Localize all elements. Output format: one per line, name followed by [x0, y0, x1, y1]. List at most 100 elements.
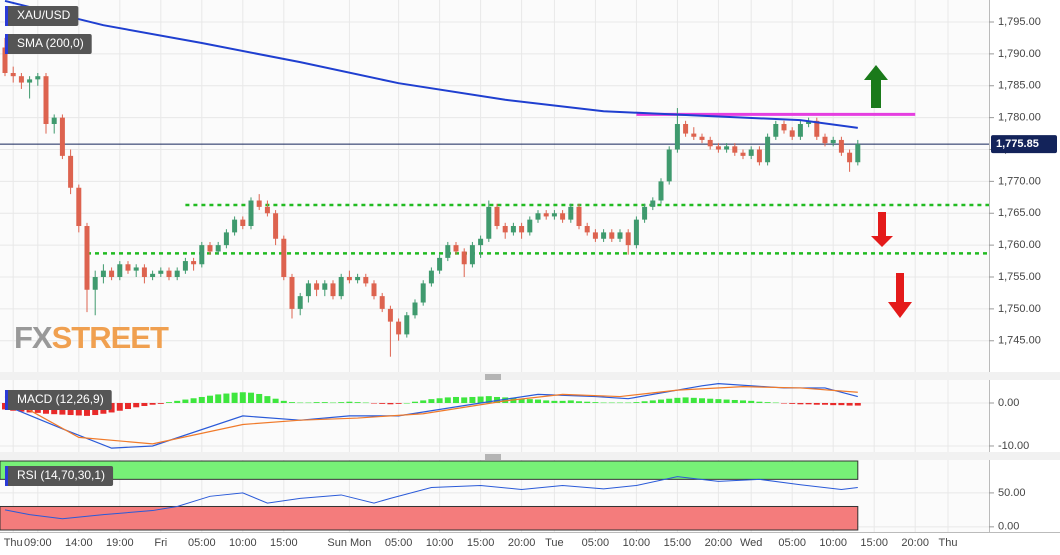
macd-histogram-bar: [403, 402, 410, 404]
macd-histogram-bar: [600, 402, 607, 404]
macd-histogram-bar: [608, 402, 615, 404]
macd-histogram-bar: [592, 402, 599, 403]
candle-body: [855, 144, 861, 163]
symbol-label-group: XAU/USD: [5, 6, 79, 26]
candle-body: [117, 264, 123, 278]
macd-histogram-bar: [436, 398, 443, 403]
macd-histogram-bar: [264, 396, 271, 403]
candle-body: [84, 226, 90, 290]
macd-histogram-bar: [125, 402, 131, 410]
candle-body: [125, 264, 131, 271]
x-tick-label: Thu: [939, 537, 958, 549]
sma-line: [4, 0, 858, 129]
candle-body: [35, 76, 41, 80]
candle-body: [92, 277, 98, 290]
macd-histogram-bar: [231, 392, 238, 403]
up-arrow: [864, 65, 888, 108]
candle-body: [633, 219, 639, 246]
candle-body: [355, 277, 361, 281]
macd-histogram-bar: [551, 400, 558, 403]
candle-body: [756, 149, 762, 163]
x-tick-label: 15:00: [860, 537, 888, 549]
macd-histogram-bar: [289, 402, 295, 403]
y-tick-label: -10.00: [998, 440, 1029, 452]
macd-histogram-bar: [641, 401, 648, 403]
macd-histogram-bar: [272, 398, 279, 403]
macd-histogram-bar: [453, 396, 459, 403]
candle-body: [773, 124, 779, 137]
symbol-label-box: [5, 6, 79, 26]
candle-body: [273, 213, 279, 239]
macd-histogram-bar: [371, 402, 377, 404]
candle-body: [617, 232, 623, 239]
macd-histogram-bar: [543, 400, 550, 403]
candle-body: [502, 226, 508, 233]
candle-body: [601, 232, 607, 239]
macd-histogram-bar: [715, 399, 722, 403]
macd-histogram-bar: [748, 400, 755, 403]
candle-body: [174, 270, 180, 278]
macd-histogram-bar: [461, 397, 468, 403]
panel-divider[interactable]: [0, 452, 1060, 460]
macd-histogram-bar: [207, 395, 213, 403]
candle-body: [27, 79, 33, 83]
macd-histogram-bar: [674, 397, 681, 403]
macd-histogram-bar: [682, 397, 689, 403]
macd-histogram-bar: [198, 396, 205, 403]
candle-body: [797, 124, 803, 137]
candle-body: [699, 136, 705, 140]
x-tick-label: 05:00: [582, 537, 610, 549]
candle-body: [59, 117, 65, 156]
sma-label-group: SMA (200,0): [5, 34, 92, 54]
x-tick-label: 05:00: [188, 537, 216, 549]
macd-histogram-bar: [338, 402, 345, 403]
macd-histogram-bar: [354, 402, 361, 403]
panel-divider[interactable]: [0, 372, 1060, 380]
macd-histogram-bar: [576, 401, 582, 403]
candle-body: [404, 315, 410, 335]
macd-histogram-bar: [362, 402, 369, 404]
macd-histogram-bar: [256, 393, 263, 403]
macd-histogram-bar: [387, 402, 394, 405]
macd-histogram-bar: [617, 402, 623, 404]
x-tick-label: Sun Mon: [327, 537, 371, 549]
macd-panel: [0, 380, 989, 452]
candle-body: [576, 206, 582, 227]
down-arrow: [871, 212, 893, 247]
candle-body: [469, 245, 475, 265]
candle-body: [182, 261, 188, 271]
macd-histogram-bar: [699, 398, 705, 403]
macd-label: MACD (12,26,9): [17, 392, 104, 406]
candle-body: [847, 152, 853, 163]
symbol-label: XAU/USD: [17, 8, 71, 22]
candle-body: [371, 283, 377, 297]
rsi-line: [4, 476, 858, 520]
candle-body: [281, 238, 287, 278]
candle-body: [363, 277, 369, 284]
macd-histogram-bar: [797, 402, 804, 405]
candle-body: [707, 139, 713, 147]
macd-histogram-bar: [190, 398, 197, 403]
macd-histogram-bar: [518, 398, 525, 403]
macd-histogram-bar: [239, 392, 246, 403]
y-tick-label: 1,780.00: [998, 112, 1041, 124]
macd-histogram-bar: [838, 402, 845, 406]
candle-body: [494, 206, 500, 227]
macd-histogram-bar: [535, 399, 541, 403]
macd-label-accent: [5, 390, 8, 410]
macd-histogram-bar: [313, 402, 320, 403]
x-tick-label: 15:00: [664, 537, 692, 549]
macd-histogram-bar: [420, 400, 427, 403]
candle-body: [346, 277, 352, 281]
candle-body: [158, 270, 164, 274]
candle-body: [814, 120, 820, 137]
x-tick-label: Tue: [545, 537, 564, 549]
macd-histogram-bar: [789, 402, 796, 404]
y-tick-label: 1,770.00: [998, 175, 1041, 187]
macd-histogram-bar: [248, 392, 254, 403]
macd-histogram-bar: [740, 400, 746, 403]
candle-body: [830, 139, 836, 144]
candle-body: [486, 206, 492, 239]
macd-histogram-bar: [116, 402, 123, 411]
macd-histogram-bar: [822, 402, 828, 405]
